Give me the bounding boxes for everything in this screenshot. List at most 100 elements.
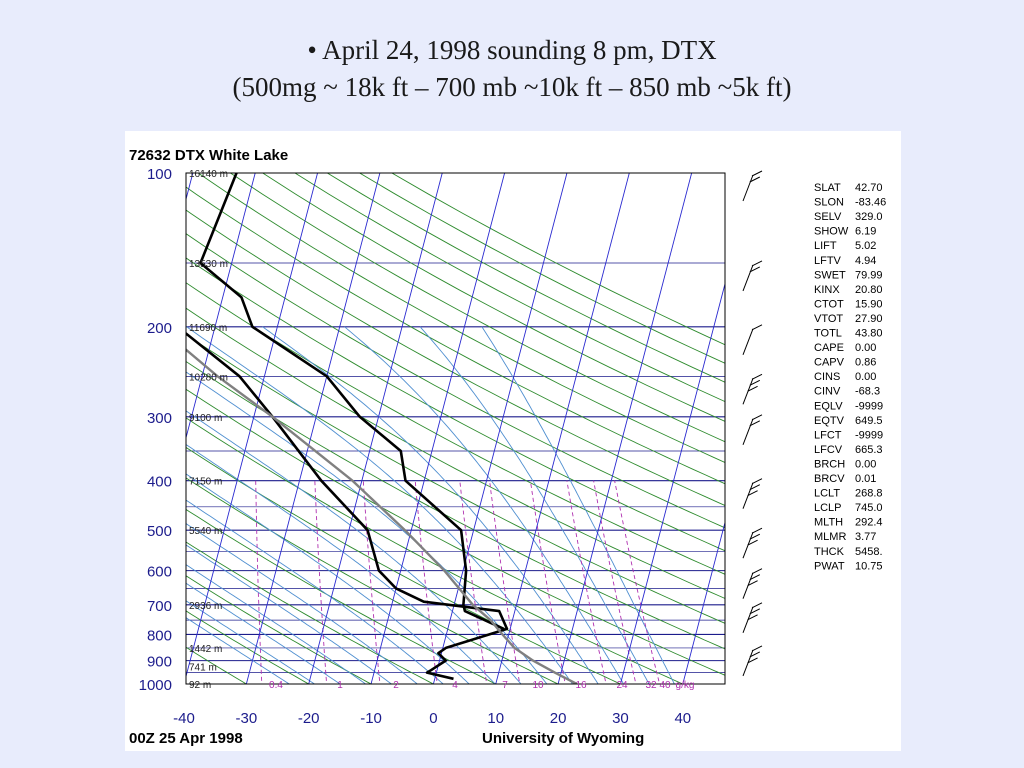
isotherm-line — [245, 173, 381, 684]
isotherm-line — [682, 520, 725, 684]
height-label: 741 m — [189, 663, 217, 674]
dry-adiabat — [262, 173, 725, 422]
wind-barbs — [742, 170, 763, 677]
wind-barb-flag — [751, 602, 763, 609]
moist-adiabat — [186, 410, 522, 684]
grid-lines — [125, 173, 725, 684]
wind-barb-flag — [751, 645, 763, 652]
wind-barb-flag — [751, 414, 763, 421]
index-value: 745.0 — [855, 502, 883, 514]
index-value: 10.75 — [855, 560, 883, 572]
wind-barb — [742, 414, 763, 445]
index-value: 0.86 — [855, 357, 876, 369]
dry-adiabat — [294, 173, 725, 403]
dry-adiabat — [186, 257, 725, 552]
index-value: 3.77 — [855, 531, 876, 543]
index-key: THCK — [814, 546, 845, 558]
index-value: 43.80 — [855, 328, 883, 340]
sounding-panel: 72632 DTX White Lake 00Z 25 Apr 1998 Uni… — [125, 131, 901, 751]
moist-adiabat — [186, 499, 444, 684]
index-key: MLTH — [814, 517, 843, 529]
dry-adiabat — [186, 646, 248, 684]
index-value: 329.0 — [855, 211, 883, 223]
height-label: 1442 m — [189, 644, 222, 655]
chart-footer-date: 00Z 25 Apr 1998 — [129, 730, 243, 747]
moist-adiabat — [186, 473, 470, 684]
index-key: PWAT — [814, 560, 845, 572]
index-value: 292.4 — [855, 517, 883, 529]
wind-barb-flag — [749, 484, 761, 491]
dry-adiabat — [197, 173, 725, 463]
wind-barb-shaft — [742, 174, 754, 202]
mixing-ratio-label: 10 — [532, 680, 544, 691]
x-tick-label: -40 — [173, 710, 195, 727]
mixing-ratio-label: 0.4 — [269, 680, 283, 691]
x-tick-label: 20 — [550, 710, 567, 727]
height-label: 7150 m — [189, 477, 222, 488]
wind-barb — [742, 373, 763, 405]
wind-barb-flag — [749, 266, 761, 273]
wind-barb — [742, 260, 763, 292]
isotherm-line — [620, 282, 725, 684]
x-tick-label: -20 — [298, 710, 320, 727]
x-tick-label: 30 — [612, 710, 629, 727]
index-value: 20.80 — [855, 284, 883, 296]
index-value: 0.01 — [855, 473, 876, 485]
index-value: -68.3 — [855, 386, 880, 398]
index-value: 0.00 — [855, 458, 876, 470]
dry-adiabat — [186, 186, 725, 485]
slide-title-line-1: • April 24, 1998 sounding 8 pm, DTX — [307, 35, 717, 65]
wind-barb-flag — [749, 379, 761, 386]
dry-adiabat — [186, 282, 725, 575]
mixing-ratio-line — [459, 480, 488, 684]
index-value: 0.00 — [855, 371, 876, 383]
mixing-ratio-label: 1 — [337, 680, 343, 691]
index-key: CAPV — [814, 357, 845, 369]
wind-barb — [742, 170, 763, 202]
index-value: 5.02 — [855, 240, 876, 252]
height-label: 2936 m — [189, 601, 222, 612]
index-key: BRCH — [814, 458, 845, 470]
sounding-curves — [186, 173, 578, 684]
index-key: MLMR — [814, 531, 846, 543]
y-tick-label: 1000 — [139, 677, 172, 694]
moist-adiabat — [186, 582, 341, 684]
parcel-line — [186, 348, 578, 684]
wind-barb-flag — [747, 385, 758, 392]
wind-barb-flag — [749, 420, 761, 427]
isotherm-line — [370, 173, 506, 684]
isotherm-line — [186, 173, 318, 679]
mixing-ratio-line — [593, 480, 637, 684]
slide-title-line-2: (500mg ~ 18k ft – 700 mb ~10k ft – 850 m… — [232, 72, 792, 102]
mixing-ratio-line — [566, 480, 607, 684]
isotherm-line — [125, 173, 130, 684]
y-tick-label: 600 — [147, 564, 172, 581]
wind-barb-flag — [751, 373, 763, 380]
wind-barb-flag — [749, 176, 761, 183]
mixing-ratio-line — [529, 480, 566, 684]
mixing-ratio-label: 7 — [502, 680, 508, 691]
dewpoint-line — [199, 173, 505, 631]
mixing-ratio-label: 24 — [616, 680, 628, 691]
height-label: 11690 m — [189, 323, 227, 334]
index-value: 42.70 — [855, 182, 883, 194]
wind-barb-shaft — [742, 264, 754, 292]
index-key: CINS — [814, 371, 840, 383]
dry-adiabat — [186, 508, 497, 684]
dry-adiabat — [186, 360, 725, 650]
chart-footer-source: University of Wyoming — [482, 730, 644, 747]
temperature-line — [186, 331, 509, 681]
wind-barb-flag — [749, 608, 761, 615]
index-value: 665.3 — [855, 444, 883, 456]
mixing-ratio-label: 16 — [575, 680, 587, 691]
wind-barb-flag — [751, 324, 763, 331]
isotherm-line — [186, 173, 256, 440]
height-label: 16140 m — [189, 169, 228, 180]
wind-barb-flag — [751, 260, 763, 267]
wind-barb-flag — [751, 527, 763, 534]
index-key: EQTV — [814, 415, 845, 427]
wind-barb-shaft — [742, 418, 754, 445]
index-value: 0.00 — [855, 342, 876, 354]
moist-adiabat — [186, 544, 393, 684]
